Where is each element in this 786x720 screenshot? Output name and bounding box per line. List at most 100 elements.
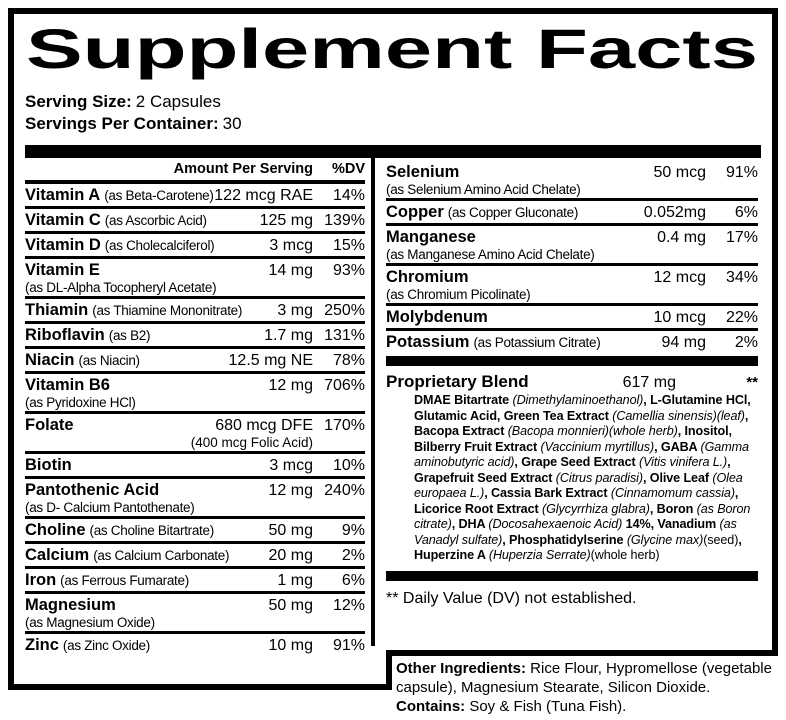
nutrient-amount: 12 mg xyxy=(268,377,313,394)
nutrient-row: Copper (as Copper Gluconate) 0.052mg 6% xyxy=(386,201,758,226)
nutrient-amount: 1 mg xyxy=(277,572,313,589)
blend-segment: (Bacopa monnieri)(whole herb) xyxy=(507,424,678,438)
nutrient-amount: 10 mcg xyxy=(653,309,706,326)
blend-segment: , Grape Seed Extract xyxy=(514,455,639,469)
nutrient-row: Manganese 0.4 mg 17% (as Manganese Amino Ac… xyxy=(386,226,758,266)
nutrient-row: Pantothenic Acid 12 mg 240% (as D- Calcium … xyxy=(25,479,365,519)
blend-segment: , L-Glutamine HCl, Glutamic Acid, Green … xyxy=(414,393,751,423)
nutrient-row: Vitamin D (as Cholecalciferol) 3 mcg 15% xyxy=(25,234,365,259)
nutrient-form: (as Calcium Carbonate) xyxy=(93,548,230,563)
nutrient-name: Chromium xyxy=(386,268,469,286)
nutrient-rows-left: Vitamin A (as Beta-Carotene) 122 mcg RAE 14… xyxy=(25,184,365,656)
nutrient-row: Calcium (as Calcium Carbonate) 20 mg 2% xyxy=(25,544,365,569)
blend-segment: , GABA xyxy=(654,439,701,454)
nutrient-row: Zinc (as Zinc Oxide) 10 mg 91% xyxy=(25,634,365,656)
nutrient-row: Niacin (as Niacin) 12.5 mg NE 78% xyxy=(25,349,365,374)
blend-segment: (Docosahexaenoic Acid) xyxy=(488,517,623,531)
nutrient-row: Vitamin B6 12 mg 706% (as Pyridoxine HCl) xyxy=(25,374,365,414)
blend-segment: (Glycyrrhiza glabra) xyxy=(541,501,650,516)
nutrient-amount: 0.4 mg xyxy=(657,229,706,246)
header-block: Supplement Facts Serving Size: 2 Capsules… xyxy=(25,16,761,135)
nutrient-dv: 17% xyxy=(725,229,758,246)
nutrient-name: Potassium xyxy=(386,333,470,351)
servings-per-container-label: Servings Per Container: xyxy=(25,114,219,133)
thick-rule-above-footnote xyxy=(386,570,758,581)
nutrient-name: Manganese xyxy=(386,228,476,246)
nutrient-amount: 14 mg xyxy=(268,262,313,279)
nutrient-name: Vitamin C xyxy=(25,211,101,229)
blend-segment: (Vitis vinifera L.) xyxy=(639,455,728,469)
nutrient-amount: 680 mcg DFE xyxy=(215,417,313,434)
nutrient-row: Riboflavin (as B2) 1.7 mg 131% xyxy=(25,324,365,349)
nutrient-name: Riboflavin xyxy=(25,326,105,344)
contains-line: Contains: Soy & Fish (Tuna Fish). xyxy=(396,697,774,716)
nutrient-name: Vitamin B6 xyxy=(25,376,110,394)
serving-size-value: 2 Capsules xyxy=(135,92,221,111)
nutrient-form: (as B2) xyxy=(108,328,151,343)
nutrient-amount: 12 mcg xyxy=(653,269,706,286)
nutrient-name: Vitamin D xyxy=(25,236,101,254)
nutrient-form: (as Selenium Amino Acid Chelate) xyxy=(386,182,581,197)
blend-segment: (seed) xyxy=(703,532,739,547)
blend-segment: (Glycine max) xyxy=(626,532,704,547)
nutrient-dv: 250% xyxy=(324,302,365,319)
thick-rule-top xyxy=(25,145,761,158)
nutrient-form: (as Magnesium Oxide) xyxy=(25,615,155,630)
blend-segment: , Licorice Root Extract xyxy=(414,486,739,516)
blend-segment: , Huperzine A xyxy=(414,532,742,563)
nutrient-amount: 50 mg xyxy=(268,522,313,539)
nutrient-form: (as Choline Bitartrate) xyxy=(89,523,215,538)
nutrient-dv: 12% xyxy=(332,597,365,614)
blend-segment: , Grapefruit Seed Extract xyxy=(414,455,731,485)
nutrient-rows-right: Selenium 50 mcg 91% (as Selenium Amino Acid… xyxy=(386,161,758,353)
nutrient-amount: 12 mg xyxy=(268,482,313,499)
nutrient-row: Selenium 50 mcg 91% (as Selenium Amino Acid… xyxy=(386,161,758,201)
nutrient-dv: 2% xyxy=(734,334,758,351)
nutrient-row: Thiamin (as Thiamine Mononitrate) 3 mg 250% xyxy=(25,299,365,324)
border-bottom-right xyxy=(386,650,778,656)
dv-footnote: ** Daily Value (DV) not established. xyxy=(386,589,637,607)
nutrient-dv: 78% xyxy=(332,352,365,369)
contains-text: Soy & Fish (Tuna Fish). xyxy=(465,698,627,715)
proprietary-blend-row: Proprietary Blend 617 mg ** xyxy=(386,369,758,393)
nutrient-form: (as Cholecalciferol) xyxy=(104,238,215,253)
nutrient-row: Folate 680 mcg DFE 170% (400 mcg Folic Acid… xyxy=(25,414,365,454)
nutrient-amount: 12.5 mg NE xyxy=(228,352,313,369)
nutrient-name: Calcium xyxy=(25,546,90,564)
nutrient-form: (as Niacin) xyxy=(78,353,141,368)
nutrient-name: Pantothenic Acid xyxy=(25,481,160,499)
nutrient-name: Zinc xyxy=(25,636,59,654)
thick-rule-above-blend xyxy=(386,356,758,366)
page-title-text: Supplement Facts xyxy=(26,17,758,80)
blend-dv: ** xyxy=(746,374,758,391)
blend-segment: , Inositol, Bilberry Fruit Extract xyxy=(414,424,732,454)
nutrient-name: Selenium xyxy=(386,163,460,181)
nutrient-amount: 10 mg xyxy=(268,637,313,654)
nutrient-form: (as Beta-Carotene) xyxy=(104,188,214,203)
nutrient-name: Thiamin xyxy=(25,301,89,319)
page-title: Supplement Facts xyxy=(26,17,758,80)
nutrient-dv: 10% xyxy=(332,457,365,474)
column-divider xyxy=(371,158,375,646)
nutrient-amount: 94 mg xyxy=(661,334,706,351)
nutrient-row: Chromium 12 mcg 34% (as Chromium Picolinate… xyxy=(386,266,758,306)
blend-segment: (as Boron citrate) xyxy=(414,501,751,532)
nutrient-amount: 3 mcg xyxy=(269,457,313,474)
blend-segment: , Boron xyxy=(649,501,697,516)
blend-segment: (Huperzia Serrate) xyxy=(488,548,591,562)
other-ingredients-block: Other Ingredients: Rice Flour, Hypromell… xyxy=(396,659,774,716)
servings-per-container-value: 30 xyxy=(222,114,242,133)
nutrient-amount: 3 mg xyxy=(277,302,313,319)
border-right xyxy=(772,8,778,656)
blend-segment: , Cassia Bark Extract xyxy=(484,486,611,500)
contains-label: Contains: xyxy=(396,698,466,715)
nutrient-name: Vitamin E xyxy=(25,261,100,279)
nutrient-form: (as Ascorbic Acid) xyxy=(104,213,207,228)
nutrient-dv: 22% xyxy=(725,309,758,326)
nutrient-amount: 3 mcg xyxy=(269,237,313,254)
nutrient-name: Magnesium xyxy=(25,596,116,614)
nutrient-form: (as Chromium Picolinate) xyxy=(386,287,531,302)
nutrient-dv: 240% xyxy=(324,482,365,499)
blend-segment: 14%, Vanadium xyxy=(622,517,720,531)
blend-segment: (Vaccinium myrtillus) xyxy=(540,439,655,454)
